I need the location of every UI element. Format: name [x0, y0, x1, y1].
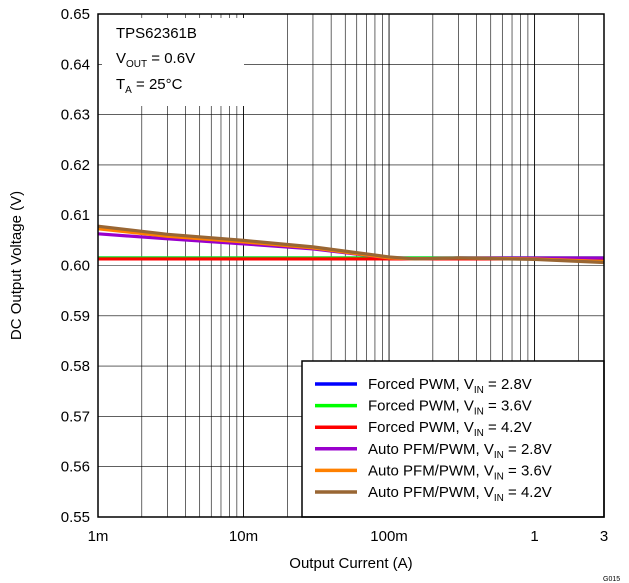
series-line	[97, 224, 605, 265]
y-tick-label: 0.59	[61, 308, 90, 325]
x-tick-label: 1m	[88, 528, 109, 545]
x-tick-label: 10m	[229, 528, 258, 545]
legend-label: Forced PWM, VIN = 4.2V	[368, 419, 532, 439]
x-axis-label: Output Current (A)	[289, 555, 412, 572]
y-tick-label: 0.56	[61, 459, 90, 476]
legend-label: Forced PWM, VIN = 2.8V	[368, 376, 532, 396]
y-tick-label: 0.55	[61, 509, 90, 526]
y-tick-label: 0.60	[61, 258, 90, 275]
annotation-block: TPS62361B VOUT = 0.6V TA = 25°C	[116, 25, 197, 96]
plot-frame	[97, 13, 605, 518]
corner-label: G015	[603, 576, 620, 583]
y-tick-label: 0.65	[61, 6, 90, 23]
legend-label: Auto PFM/PWM, VIN = 3.6V	[368, 462, 552, 482]
series-layer	[97, 224, 605, 265]
y-tick-label: 0.58	[61, 358, 90, 375]
y-tick-label: 0.62	[61, 157, 90, 174]
y-tick-label: 0.64	[61, 56, 90, 73]
annotation-background	[102, 18, 244, 106]
legend-label: Auto PFM/PWM, VIN = 4.2V	[368, 484, 552, 504]
legend-label: Auto PFM/PWM, VIN = 2.8V	[368, 441, 552, 461]
y-tick-label: 0.57	[61, 408, 90, 425]
annotation-vout: VOUT = 0.6V	[116, 50, 195, 70]
annotation-device: TPS62361B	[116, 25, 197, 42]
y-tick-label: 0.63	[61, 107, 90, 124]
y-tick-labels: 0.55 0.56 0.57 0.58 0.59 0.60 0.61 0.62 0.63 0.64…	[61, 6, 90, 526]
annotation-ta: TA = 25°C	[116, 76, 183, 96]
legend-label: Forced PWM, VIN = 3.6V	[368, 398, 532, 418]
y-axis-label: DC Output Voltage (V)	[8, 191, 25, 340]
x-tick-label: 100m	[370, 528, 408, 545]
x-tick-labels: 1m 10m 100m 1 3	[88, 528, 609, 545]
x-tick-label: 3	[600, 528, 608, 545]
x-tick-label: 1	[530, 528, 538, 545]
y-tick-label: 0.61	[61, 207, 90, 224]
